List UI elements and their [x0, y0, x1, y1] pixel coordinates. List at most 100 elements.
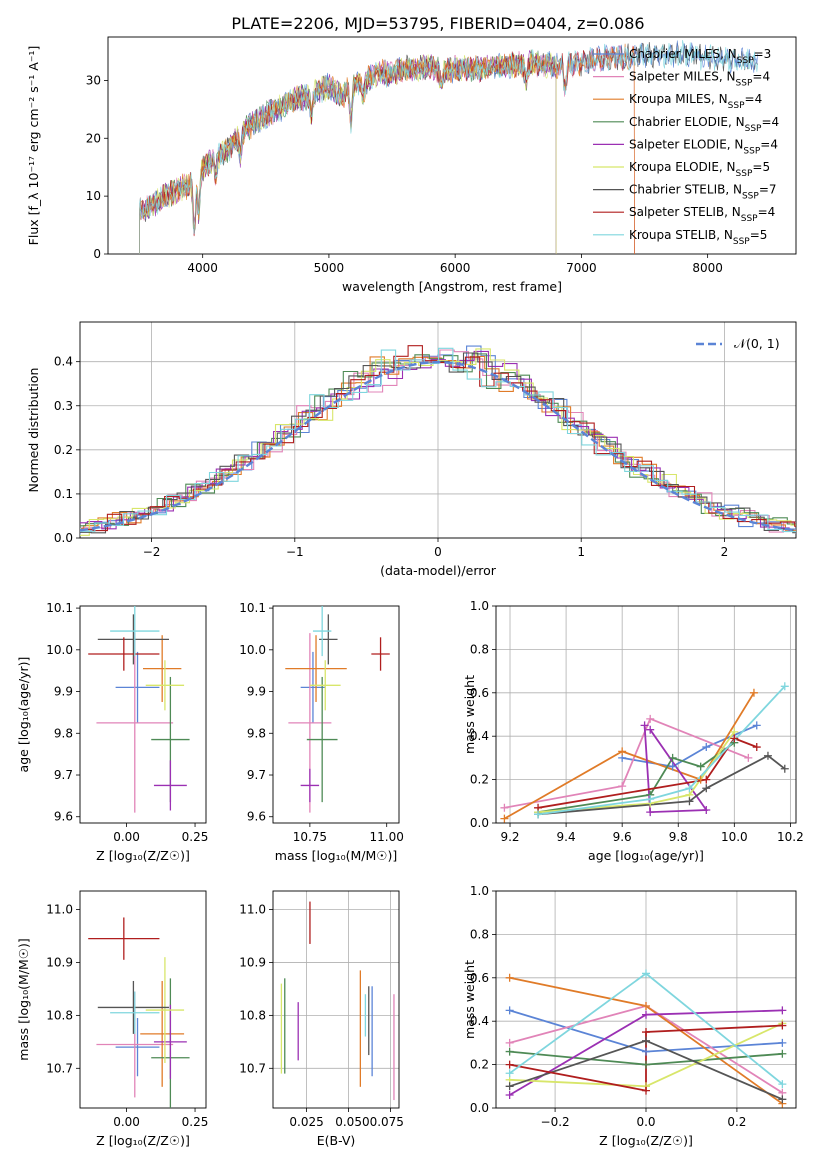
weight-marker	[642, 1060, 650, 1069]
legend-nssp: 7	[769, 183, 777, 197]
axes-frame	[79, 321, 797, 539]
legend-name: Chabrier STELIB, N	[629, 183, 742, 197]
spectrum-line-kroupa-stelib	[139, 40, 758, 254]
plot-content	[280, 901, 395, 1101]
y-tick-label: 10.0	[239, 643, 266, 657]
weight-marker	[500, 803, 509, 812]
legend-sub: SSP	[737, 56, 754, 66]
x-tick-label: 4000	[187, 261, 218, 275]
axes-frame	[107, 36, 797, 255]
weight-marker	[780, 682, 789, 691]
legend-nssp: 4	[772, 115, 780, 129]
y-tick-label: 0.2	[470, 1058, 489, 1072]
legend-eq: =	[760, 137, 770, 151]
weight-marker	[778, 1021, 787, 1030]
y-tick-label: 20	[86, 131, 101, 145]
legend-nssp: 4	[762, 70, 770, 84]
legend-name: Kroupa STELIB, N	[629, 228, 733, 242]
legend-sub: SSP	[741, 214, 758, 224]
y-tick-label: 0.4	[470, 729, 489, 743]
mass-vs-metallicity-panel: 0.00 0.25 10.7 10.8 10.9 11.0 Z [log₁₀(Z/Z☉)] m…	[16, 890, 209, 1148]
x-tick-label: 9.4	[557, 830, 576, 844]
y-tick-label: 0.0	[470, 816, 489, 830]
plot-area	[496, 606, 796, 823]
x-axis-label: (data-model)/error	[380, 563, 497, 578]
axes-frame	[79, 605, 207, 824]
mass-vs-ebv-panel: 0.025 0.0500.075 10.7 10.8 10.9 11.0 E(B-V)	[239, 890, 404, 1148]
legend-nssp: 4	[770, 137, 778, 151]
plot-content	[88, 917, 190, 1108]
spectrum-line-chabrier-miles	[139, 40, 758, 254]
weight-marker	[668, 762, 677, 771]
axes-frame	[495, 605, 797, 824]
x-tick-label: 0.00	[113, 1115, 140, 1129]
weight-marker	[685, 784, 694, 793]
legend-sub: SSP	[728, 101, 745, 111]
weight-marker	[505, 1038, 514, 1047]
y-tick-label: 9.9	[54, 685, 73, 699]
legend-eq: =	[754, 47, 764, 61]
y-tick-label: 0.6	[470, 971, 489, 985]
x-tick-label: 5000	[314, 261, 345, 275]
legend-nssp: 4	[768, 205, 776, 219]
x-axis-label: Z [log₁₀(Z/Z☉)]	[599, 1133, 693, 1148]
legend-name: Salpeter MILES, N	[629, 70, 736, 84]
weight-marker	[702, 805, 711, 814]
y-tick-label: 10.7	[46, 1061, 73, 1075]
weight-marker	[642, 1036, 650, 1045]
legend-eq: =	[759, 183, 769, 197]
weight-marker	[696, 762, 705, 771]
y-tick-label: 9.8	[247, 726, 266, 740]
x-tick-label: 0	[434, 545, 442, 559]
y-tick-label: 10.8	[239, 1008, 266, 1022]
legend-nssp: 4	[755, 92, 763, 106]
legend-nssp: 5	[762, 160, 770, 174]
y-axis-label: age [log₁₀(age/yr)]	[16, 657, 31, 773]
legend-label: Chabrier MILES, NSSP=3	[629, 47, 771, 66]
legend-eq: =	[752, 70, 762, 84]
y-tick-label: 11.0	[46, 903, 73, 917]
x-tick-label: 10.0	[721, 830, 748, 844]
weight-marker	[752, 721, 761, 730]
y-tick-label: 0.0	[470, 1101, 489, 1115]
y-axis-label: Flux [f_λ 10⁻¹⁷ erg cm⁻² s⁻¹ A⁻¹]	[26, 46, 41, 246]
x-tick-label: 7000	[566, 261, 597, 275]
y-tick-label: 0.3	[54, 399, 73, 413]
weight-marker	[505, 1069, 514, 1078]
y-tick-label: 1.0	[470, 884, 489, 898]
legend-name: Kroupa ELODIE, N	[629, 160, 736, 174]
weight-marker	[642, 969, 650, 978]
x-axis-label: wavelength [Angstrom, rest frame]	[342, 279, 562, 294]
y-tick-label: 0.6	[470, 686, 489, 700]
plot-content	[88, 606, 190, 813]
weight-marker	[702, 743, 711, 752]
weight-marker	[778, 1038, 787, 1047]
legend-label: Salpeter STELIB, NSSP=4	[629, 205, 775, 224]
legend-name: Salpeter STELIB, N	[629, 205, 741, 219]
legend-label: Chabrier STELIB, NSSP=7	[629, 183, 777, 202]
weight-marker	[778, 1080, 787, 1089]
plot-area	[273, 606, 399, 823]
y-tick-label: 9.6	[247, 810, 266, 824]
y-tick-label: 9.7	[247, 768, 266, 782]
y-tick-label: 9.6	[54, 810, 73, 824]
y-tick-label: 0.1	[54, 487, 73, 501]
x-tick-label: 0.2	[727, 1115, 746, 1129]
gaussian-curve	[80, 360, 796, 532]
x-axis-label: mass [log₁₀(M/M☉)]	[275, 848, 397, 863]
x-tick-label: 0.25	[182, 1115, 209, 1129]
weight-marker	[646, 714, 655, 723]
legend-label: Salpeter ELODIE, NSSP=4	[629, 137, 778, 156]
weight-line-kroupa-miles	[503, 692, 755, 820]
y-tick-label: 10	[86, 189, 101, 203]
weight-marker	[744, 753, 753, 762]
weight-marker	[646, 808, 655, 817]
y-tick-label: 10.0	[46, 643, 73, 657]
legend-sub: SSP	[733, 237, 750, 247]
weight-line-salpeter-stelib	[537, 737, 758, 809]
y-tick-label: 10.7	[239, 1061, 266, 1075]
weight-marker	[500, 814, 509, 823]
weight-marker	[640, 721, 649, 730]
legend-eq: =	[752, 160, 762, 174]
